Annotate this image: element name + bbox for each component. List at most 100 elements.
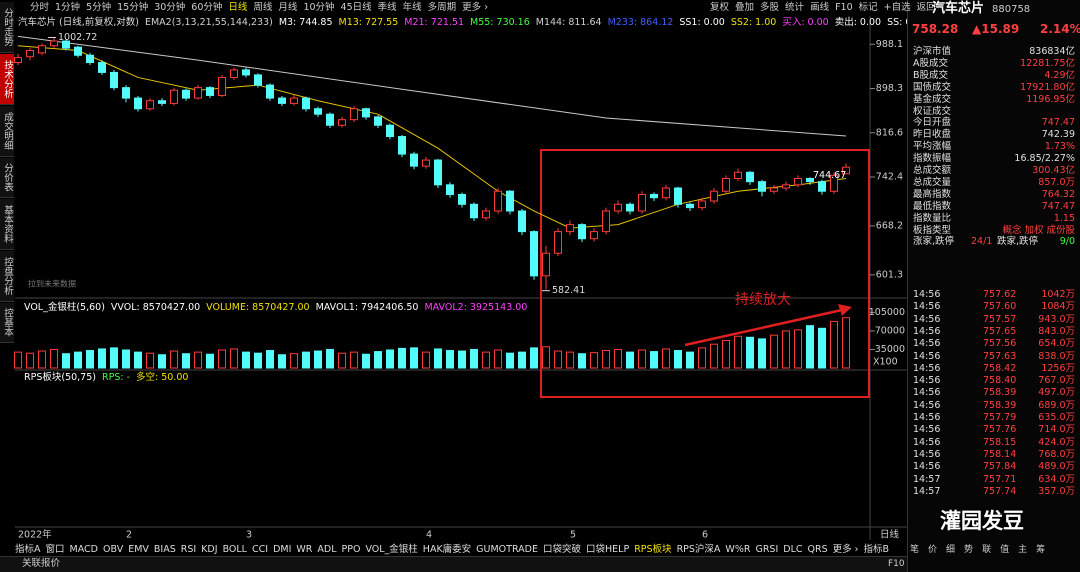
quote-value: 概念 加权 成份股 bbox=[1002, 224, 1075, 236]
trade-time: 14:56 bbox=[913, 350, 941, 362]
period-tab[interactable]: 年线 bbox=[402, 2, 422, 13]
indicator-tab[interactable]: RPS沪深A bbox=[676, 544, 721, 555]
indicator-tab[interactable]: RSI bbox=[180, 544, 197, 555]
indicator-tab[interactable]: VOL_金银柱 bbox=[365, 544, 418, 555]
indicator-tab[interactable]: WR bbox=[296, 544, 313, 555]
indicator-tab[interactable]: CCI bbox=[251, 544, 269, 555]
indicator-tab[interactable]: 指标B bbox=[863, 544, 889, 555]
volume-bar bbox=[638, 349, 646, 369]
period-tab[interactable]: 60分钟 bbox=[191, 2, 223, 13]
period-tab[interactable]: 分时 bbox=[30, 2, 50, 13]
tool-button[interactable]: +自选 bbox=[883, 2, 911, 13]
quote-value: 747.47 bbox=[1041, 117, 1075, 129]
indicator-tab[interactable]: DLC bbox=[783, 544, 803, 555]
quote-label: 板指类型 bbox=[913, 224, 952, 236]
side-tab[interactable]: 基本资料 bbox=[0, 199, 14, 250]
candle-body bbox=[626, 203, 634, 212]
indicator-tab[interactable]: RPS板块 bbox=[634, 544, 672, 555]
indicator-tab[interactable]: BOLL bbox=[222, 544, 247, 555]
period-tab[interactable]: 周线 bbox=[253, 2, 273, 13]
panel-tab[interactable]: 值 bbox=[1000, 545, 1010, 555]
period-tab[interactable]: 1分钟 bbox=[55, 2, 81, 13]
indicator-tab[interactable]: GRSI bbox=[755, 544, 779, 555]
period-tab[interactable]: 45日线 bbox=[340, 2, 372, 13]
trade-price: 757.57 bbox=[983, 313, 1017, 325]
trade-row: 14:56 757.62 1042万 bbox=[913, 289, 1075, 301]
candle-body bbox=[14, 57, 22, 64]
tool-button[interactable]: 返回 bbox=[916, 2, 936, 13]
period-tab[interactable]: 月线 bbox=[278, 2, 298, 13]
tool-button[interactable]: 标记 bbox=[858, 2, 878, 13]
header-item: SS1: 0.00 bbox=[679, 17, 724, 28]
indicator-tab[interactable]: W%R bbox=[725, 544, 751, 555]
indicator-tab[interactable]: 指标A bbox=[15, 544, 41, 555]
panel-tab[interactable]: 联 bbox=[982, 545, 992, 555]
period-tab[interactable]: 日线 bbox=[228, 2, 248, 13]
volume-bar bbox=[422, 351, 430, 369]
trade-price: 757.76 bbox=[983, 424, 1017, 436]
panel-tab[interactable]: 筹 bbox=[1036, 545, 1046, 555]
ema-label: 744.67 bbox=[813, 170, 846, 181]
indicator-tab[interactable]: 更多 › bbox=[832, 544, 859, 555]
quote-row: 指数振幅 16.85/2.27% bbox=[913, 153, 1075, 165]
indicator-tab[interactable]: MACD bbox=[69, 544, 98, 555]
trade-price: 758.15 bbox=[983, 436, 1017, 448]
panel-tab[interactable]: 主 bbox=[1018, 545, 1028, 555]
trade-price: 757.65 bbox=[983, 325, 1017, 337]
period-tab[interactable]: 30分钟 bbox=[154, 2, 186, 13]
side-tab[interactable]: 成交明细 bbox=[0, 106, 14, 157]
indicator-tab[interactable]: HAK庸委安 bbox=[422, 544, 472, 555]
candle-body bbox=[230, 69, 238, 78]
tool-button[interactable]: 画线 bbox=[810, 2, 830, 13]
candle-body bbox=[50, 40, 58, 47]
side-tab[interactable]: 控盘分析 bbox=[0, 251, 14, 302]
indicator-tab[interactable]: 口袋突破 bbox=[543, 544, 582, 555]
period-tab[interactable]: 更多 › bbox=[462, 2, 488, 13]
period-tab[interactable]: 多周期 bbox=[427, 2, 457, 13]
side-tab[interactable]: 技术分析 bbox=[0, 54, 14, 105]
period-tab[interactable]: 15分钟 bbox=[117, 2, 149, 13]
indicator-tab[interactable]: ADL bbox=[317, 544, 337, 555]
indicator-tab[interactable]: KDJ bbox=[201, 544, 218, 555]
side-tab[interactable]: 分价表 bbox=[0, 158, 14, 198]
tool-button[interactable]: 叠加 bbox=[735, 2, 755, 13]
period-tab[interactable]: 5分钟 bbox=[86, 2, 112, 13]
period-tab[interactable]: 10分钟 bbox=[303, 2, 335, 13]
y-tick-label: 988.1 bbox=[876, 39, 903, 50]
tool-button[interactable]: 多股 bbox=[760, 2, 780, 13]
volume-bar bbox=[218, 349, 226, 369]
indicator-tab[interactable]: 口袋HELP bbox=[586, 544, 630, 555]
trade-time: 14:56 bbox=[913, 289, 941, 300]
trade-row: 14:56 757.57 943.0万 bbox=[913, 314, 1075, 326]
volume-bar bbox=[14, 351, 22, 369]
indicator-tab[interactable]: BIAS bbox=[153, 544, 176, 555]
panel-tab[interactable]: 价 bbox=[928, 545, 938, 555]
indicator-tab[interactable]: OBV bbox=[103, 544, 124, 555]
indicator-tab[interactable]: EMV bbox=[128, 544, 149, 555]
indicator-tab[interactable]: 窗口 bbox=[45, 544, 65, 555]
candle-body bbox=[446, 184, 454, 195]
trade-price: 757.71 bbox=[983, 473, 1017, 485]
indicator-tab[interactable]: DMI bbox=[273, 544, 292, 555]
quote-label: A股成交 bbox=[913, 57, 948, 69]
volume-bar bbox=[746, 336, 754, 369]
period-tab[interactable]: 季线 bbox=[377, 2, 397, 13]
volume-bar bbox=[830, 320, 838, 369]
tool-button[interactable]: 统计 bbox=[785, 2, 805, 13]
header-item: VOL_金银柱(5,60) bbox=[24, 301, 105, 313]
quote-row: 最低指数 747.47 bbox=[913, 201, 1075, 213]
panel-tab[interactable]: 细 bbox=[946, 545, 956, 555]
quote-value: 742.39 bbox=[1041, 129, 1075, 141]
indicator-tab[interactable]: PPO bbox=[341, 544, 361, 555]
x-tick-label: 5 bbox=[570, 530, 576, 541]
indicator-tab[interactable]: GUMOTRADE bbox=[476, 544, 538, 555]
tool-button[interactable]: F10 bbox=[835, 2, 853, 13]
f10-button[interactable]: F10 bbox=[888, 559, 905, 569]
panel-tab[interactable]: 笔 bbox=[910, 545, 920, 555]
tool-button[interactable]: 复权 bbox=[710, 2, 730, 13]
volume-bar bbox=[542, 346, 550, 369]
panel-tab[interactable]: 势 bbox=[964, 545, 974, 555]
side-tab[interactable]: 分时走势 bbox=[0, 2, 14, 53]
side-tab[interactable]: 控基本 bbox=[0, 303, 14, 343]
indicator-tab[interactable]: QRS bbox=[807, 544, 828, 555]
